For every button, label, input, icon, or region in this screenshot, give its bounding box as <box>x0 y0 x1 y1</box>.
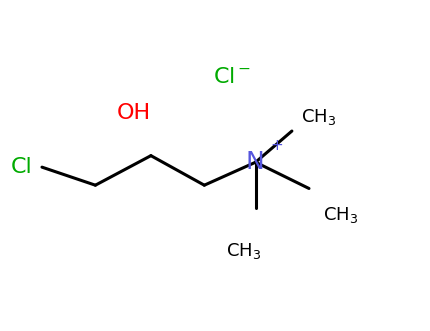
Text: OH: OH <box>117 103 151 123</box>
Text: CH$_3$: CH$_3$ <box>226 242 261 261</box>
Text: Cl: Cl <box>10 157 32 177</box>
Text: N: N <box>246 150 264 174</box>
Text: CH$_3$: CH$_3$ <box>322 206 358 225</box>
Text: +: + <box>270 138 283 153</box>
Text: Cl$^-$: Cl$^-$ <box>213 67 251 87</box>
Text: CH$_3$: CH$_3$ <box>301 107 337 127</box>
